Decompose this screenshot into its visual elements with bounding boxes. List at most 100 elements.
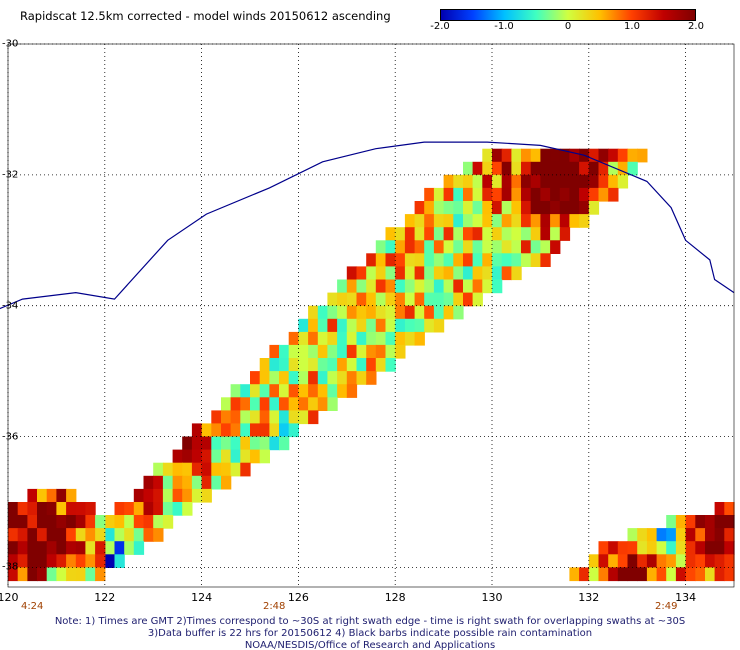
swath-cell — [501, 148, 512, 163]
swath-cell — [356, 344, 367, 359]
swath-cell — [66, 528, 77, 542]
swath-cell — [66, 515, 77, 529]
swath-cell — [472, 214, 483, 228]
swath-cell — [424, 214, 435, 228]
swath-cell — [133, 502, 145, 516]
swath-cell — [656, 528, 667, 542]
swath-cell — [250, 397, 261, 411]
swath-cell — [356, 331, 367, 346]
swath-cell — [240, 384, 251, 398]
swath-cell — [463, 201, 474, 215]
swath-cell — [153, 528, 164, 542]
swath-cell — [221, 410, 232, 425]
swath-cell — [356, 292, 367, 307]
latitude-label: -30 — [2, 38, 19, 50]
swath-cell — [521, 187, 532, 202]
swath-cell — [540, 187, 551, 202]
swath-cell — [327, 292, 338, 307]
swath-cell — [511, 161, 522, 176]
swath-cell — [259, 384, 270, 398]
swath-cell — [492, 266, 503, 281]
swath-cell — [579, 161, 590, 176]
swath-cell — [337, 344, 348, 359]
swath-cell — [433, 214, 445, 228]
swath-time-label: 4:24 — [20, 601, 44, 612]
swath-cell — [317, 397, 329, 411]
swath-cell — [501, 174, 512, 189]
swath-cell — [404, 214, 416, 228]
swath-cell — [443, 305, 454, 320]
swath-cell — [279, 358, 290, 372]
swath-cell — [656, 554, 667, 568]
swath-cell — [492, 214, 503, 228]
swath-cell — [201, 488, 212, 503]
swath-cell — [143, 475, 154, 490]
swath-cell — [637, 528, 648, 542]
swath-cell — [395, 227, 406, 241]
swath-cell — [569, 567, 580, 582]
swath-cell — [366, 358, 377, 372]
swath-cell — [37, 567, 48, 582]
swath-cell — [579, 174, 590, 189]
swath-cell — [685, 567, 696, 582]
swath-cell — [240, 449, 251, 464]
swath-cell — [617, 554, 629, 568]
swath-cell — [646, 554, 658, 568]
latitude-label: -32 — [2, 169, 19, 181]
swath-cell — [66, 541, 77, 555]
swath-cell — [675, 567, 687, 582]
swath-cell — [298, 331, 309, 346]
swath-cell — [346, 279, 358, 294]
swath-cell — [308, 305, 319, 320]
swath-cell — [443, 174, 454, 189]
swath-cell — [259, 410, 270, 425]
swath-cell — [627, 528, 638, 542]
swath-cell — [404, 292, 416, 307]
swath-cell — [511, 266, 522, 281]
swath-cell — [288, 384, 299, 398]
swath-cell — [124, 515, 135, 529]
swath-cell — [327, 318, 338, 333]
swath-cell — [472, 240, 483, 254]
swath-cell — [530, 214, 541, 228]
swath-cell — [540, 148, 551, 163]
swath-cell — [569, 201, 580, 215]
swath-cell — [37, 515, 48, 529]
swath-cell — [356, 318, 367, 333]
swath-cell — [133, 541, 145, 555]
swath-cell — [104, 541, 116, 555]
swath-time-label: 2:49 — [655, 601, 678, 612]
swath-cell — [230, 436, 241, 451]
swath-cell — [443, 201, 454, 215]
swath-cell — [492, 161, 503, 176]
swath-cell — [414, 331, 425, 346]
swath-cell — [395, 318, 406, 333]
swath-cell — [433, 305, 445, 320]
swath-cell — [705, 567, 716, 582]
swath-cell — [337, 371, 348, 385]
swath-cell — [414, 253, 425, 267]
swath-cell — [695, 528, 706, 542]
swath-cell — [695, 541, 706, 555]
swath-cell — [375, 331, 387, 346]
swath-cell — [308, 318, 319, 333]
swath-cell — [17, 515, 28, 529]
swath-cell — [85, 541, 96, 555]
swath-cell — [530, 174, 541, 189]
plot-frame — [7, 43, 735, 588]
swath-cell — [162, 515, 174, 529]
swath-cell — [443, 214, 454, 228]
swath-cell — [550, 227, 561, 241]
swath-cell — [279, 397, 290, 411]
swath-cell — [492, 201, 503, 215]
swath-cell — [472, 266, 483, 281]
swath-cell — [182, 475, 193, 490]
swath-cell — [346, 358, 358, 372]
longitude-label: 130 — [481, 591, 503, 604]
swath-cell — [424, 318, 435, 333]
swath-cell — [550, 240, 561, 254]
swath-cell — [230, 449, 241, 464]
swath-cell — [366, 253, 377, 267]
swath-cell — [550, 161, 561, 176]
swath-cell — [724, 541, 735, 555]
